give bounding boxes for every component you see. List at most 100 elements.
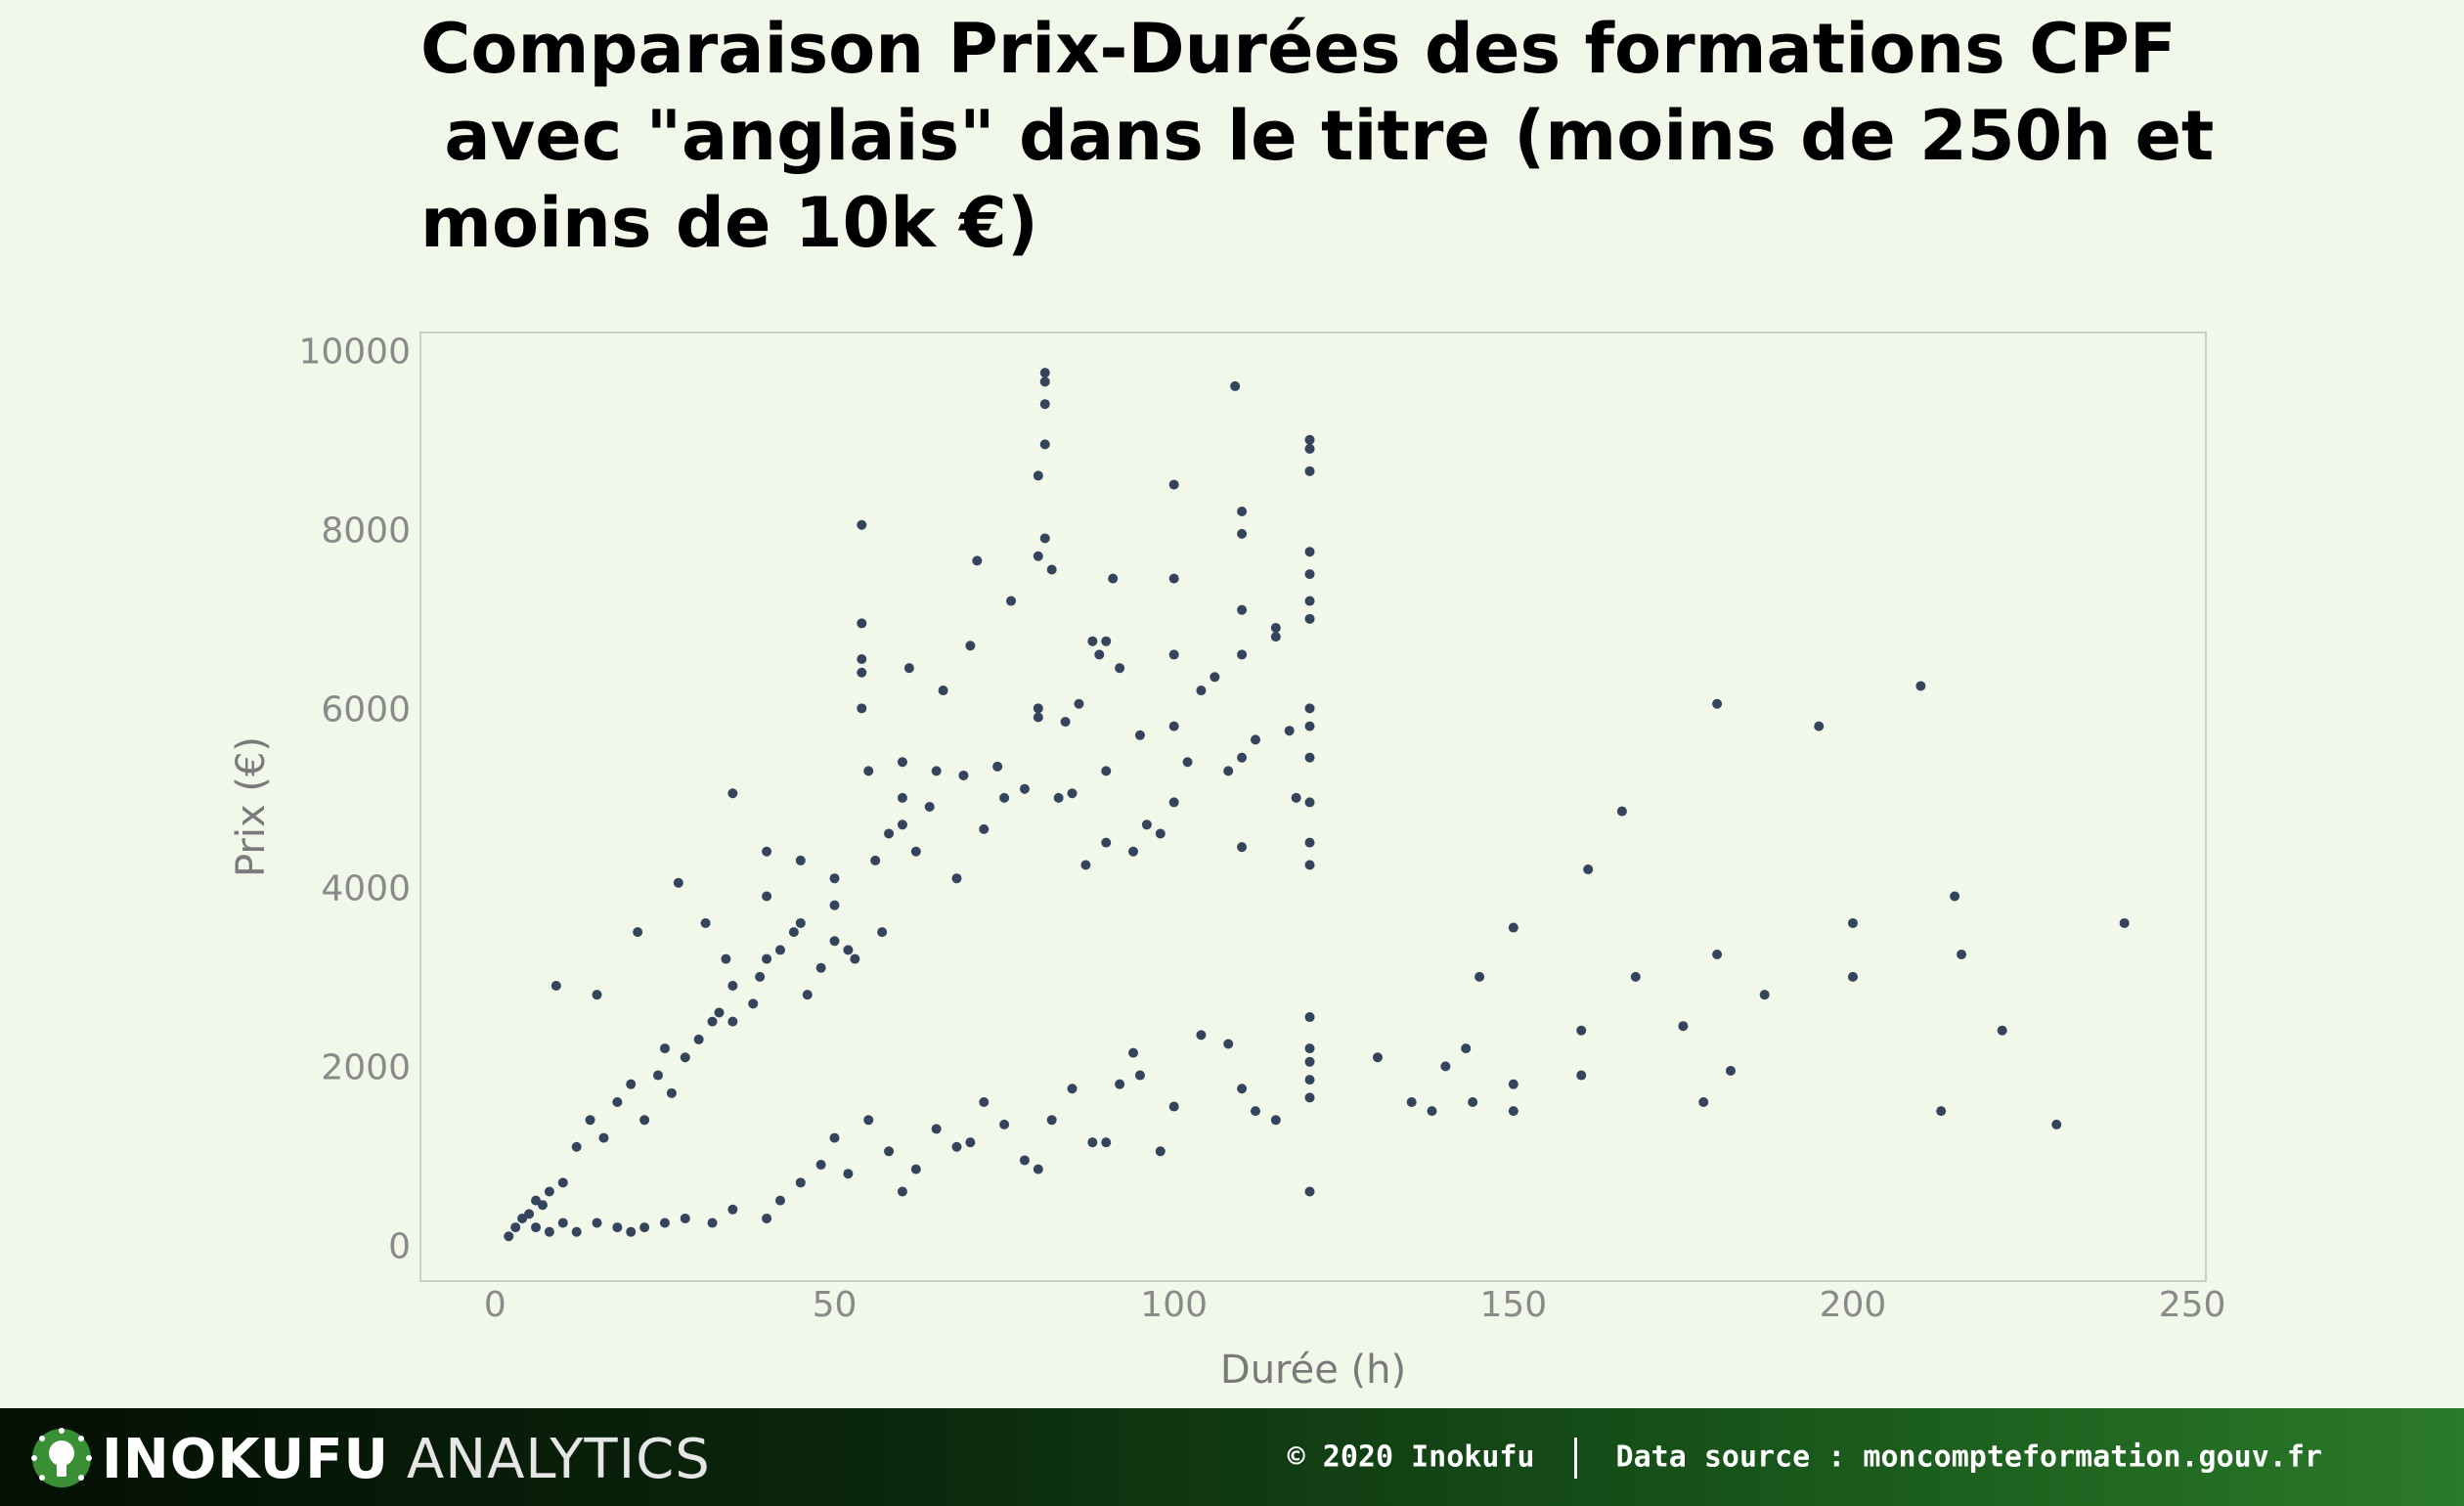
data-point <box>1427 1106 1437 1117</box>
x-tick-label: 50 <box>813 1285 858 1325</box>
footer-separator <box>1573 1438 1577 1479</box>
data-point <box>979 1096 990 1107</box>
y-tick-label: 0 <box>388 1226 411 1266</box>
data-point <box>1196 686 1207 696</box>
y-tick-label: 4000 <box>321 868 411 908</box>
data-point <box>897 757 907 768</box>
data-point <box>1134 730 1145 740</box>
data-point <box>626 1226 637 1237</box>
data-point <box>1237 1084 1248 1094</box>
data-point <box>795 917 806 928</box>
data-point <box>1698 1096 1709 1107</box>
data-point <box>1759 990 1770 1000</box>
brand-logo: INOKUFU ANALYTICS <box>102 1428 711 1491</box>
data-point <box>1616 806 1627 817</box>
data-point <box>666 1087 677 1098</box>
data-point <box>1237 604 1248 615</box>
data-point <box>774 1195 785 1206</box>
data-point <box>788 927 799 938</box>
data-point <box>612 1222 623 1233</box>
data-point <box>1196 1030 1207 1041</box>
data-source-text: Data source : moncompteformation.gouv.fr <box>1615 1440 2322 1475</box>
data-point <box>557 1177 568 1188</box>
data-point <box>795 1177 806 1188</box>
data-point <box>1033 703 1043 714</box>
chart: Comparaison Prix-Durées des formations C… <box>229 9 2226 1393</box>
data-point <box>829 1132 840 1143</box>
data-point <box>1304 547 1315 557</box>
data-point <box>1237 528 1248 539</box>
data-point <box>910 1164 921 1174</box>
data-point <box>1033 551 1043 561</box>
data-point <box>1461 1043 1472 1054</box>
data-point <box>550 981 561 992</box>
data-point <box>1060 717 1071 728</box>
data-point <box>884 828 895 839</box>
data-point <box>1101 766 1112 776</box>
data-point <box>1304 596 1315 606</box>
data-point <box>992 761 1003 772</box>
data-point <box>1039 368 1050 378</box>
data-point <box>1270 622 1281 633</box>
data-point <box>659 1218 670 1228</box>
x-tick-label: 0 <box>484 1285 506 1325</box>
data-point <box>707 1016 718 1027</box>
data-point <box>999 1119 1010 1130</box>
data-point <box>1168 479 1179 490</box>
data-point <box>727 788 738 799</box>
data-point <box>1033 712 1043 723</box>
data-point <box>1583 864 1594 875</box>
data-point <box>1474 971 1485 982</box>
data-point <box>1678 1021 1689 1032</box>
data-point <box>1074 698 1084 709</box>
x-axis-ticks: 0 50 100 150 200 250 <box>484 1285 2226 1325</box>
data-point <box>1304 1012 1315 1023</box>
data-point <box>1372 1052 1383 1063</box>
data-point <box>1019 783 1030 794</box>
data-point <box>1304 613 1315 624</box>
data-point <box>1033 470 1043 481</box>
data-point <box>1039 399 1050 410</box>
data-point <box>965 641 976 651</box>
data-point <box>1508 922 1518 933</box>
data-point <box>1087 1137 1098 1148</box>
data-point <box>653 1070 664 1081</box>
data-point <box>857 618 867 629</box>
data-point <box>1508 1106 1518 1117</box>
x-tick-label: 200 <box>1820 1285 1887 1325</box>
data-point <box>1134 1070 1145 1081</box>
data-point <box>1936 1106 1947 1117</box>
data-point <box>1304 837 1315 848</box>
data-point <box>1155 1146 1166 1157</box>
data-point <box>1182 757 1193 768</box>
data-point <box>1304 860 1315 870</box>
data-point <box>727 1204 738 1215</box>
data-point <box>1101 837 1112 848</box>
data-point <box>903 663 914 674</box>
data-point <box>1304 721 1315 731</box>
data-point <box>1406 1096 1417 1107</box>
data-point <box>965 1137 976 1148</box>
data-point <box>762 953 772 964</box>
data-point <box>1210 672 1220 683</box>
data-point <box>592 1218 602 1228</box>
data-point <box>537 1200 548 1211</box>
data-point <box>1237 507 1248 517</box>
data-point <box>1046 1115 1057 1126</box>
data-point <box>762 1213 772 1223</box>
data-point <box>1141 819 1152 830</box>
data-point <box>1019 1155 1030 1166</box>
x-axis-label: Durée (h) <box>1220 1348 1406 1393</box>
chart-title-line-3: moins de 10k €) <box>420 183 1038 263</box>
data-point <box>2119 917 2130 928</box>
data-point <box>897 792 907 803</box>
data-point <box>1712 698 1723 709</box>
data-points <box>504 368 2130 1242</box>
data-point <box>639 1115 650 1126</box>
data-point <box>1304 434 1315 445</box>
x-tick-label: 250 <box>2159 1285 2226 1325</box>
data-point <box>1237 842 1248 853</box>
data-point <box>1304 465 1315 476</box>
data-point <box>951 1141 962 1152</box>
data-point <box>1950 891 1960 902</box>
